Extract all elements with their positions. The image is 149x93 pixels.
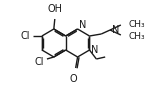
Text: N: N xyxy=(91,45,99,55)
Text: Cl: Cl xyxy=(34,57,44,67)
Text: N: N xyxy=(112,25,119,35)
Text: CH₃: CH₃ xyxy=(129,20,145,28)
Text: CH₃: CH₃ xyxy=(129,32,145,40)
Text: OH: OH xyxy=(47,4,62,13)
Text: Cl: Cl xyxy=(21,31,30,41)
Text: N: N xyxy=(79,20,86,30)
Text: O: O xyxy=(70,73,77,84)
